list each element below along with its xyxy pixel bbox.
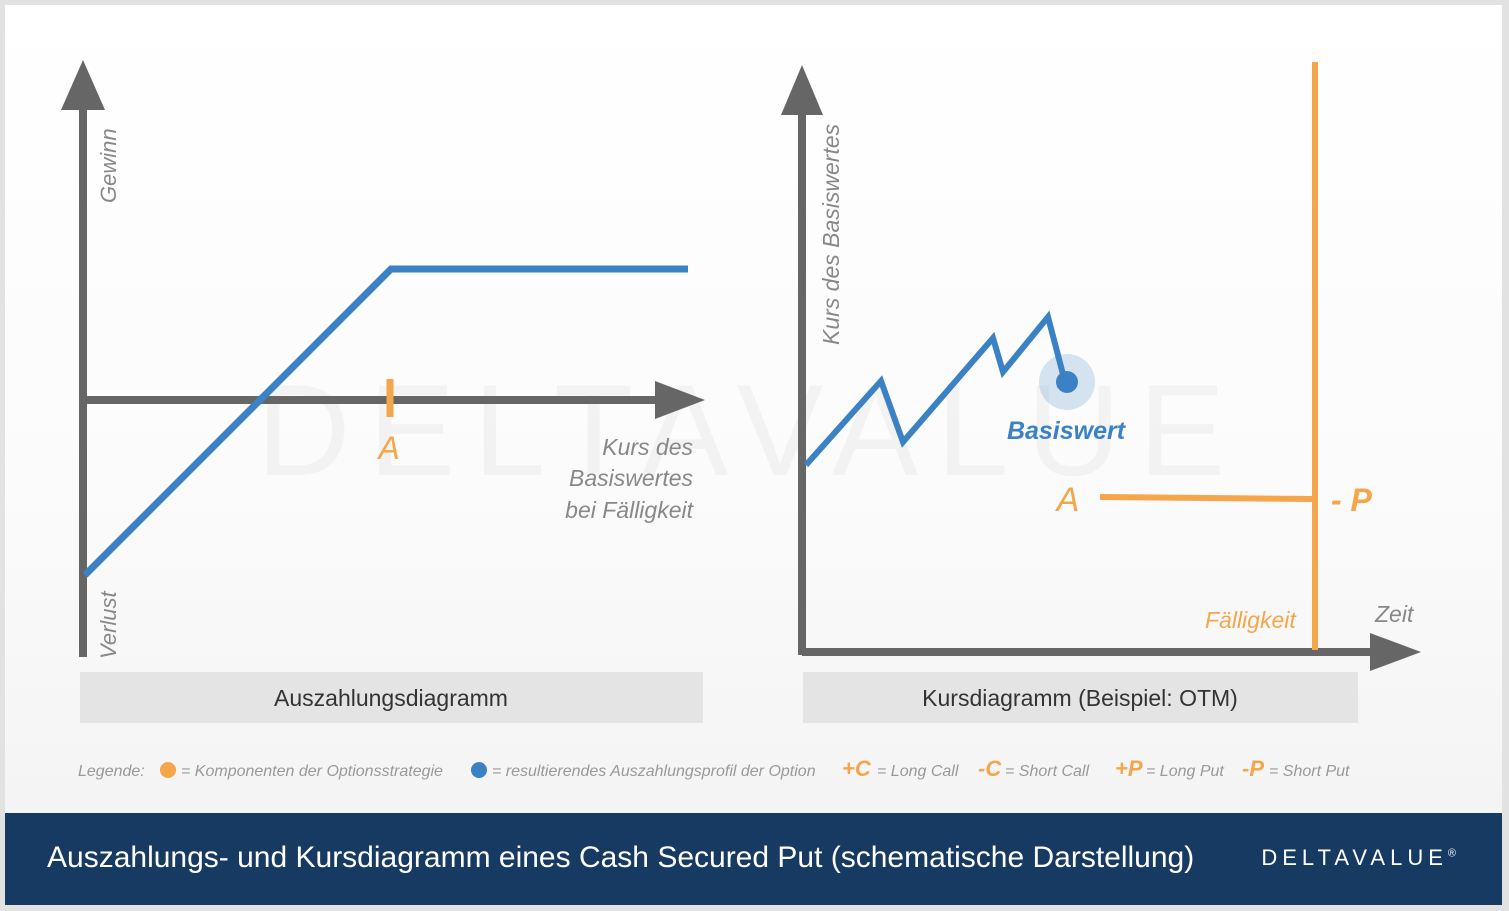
footer-title: Auszahlungs- und Kursdiagramm eines Cash… [47, 841, 1195, 874]
price-y-axis-arrow [781, 65, 823, 115]
legend-item-short-put: = Short Put [1269, 763, 1350, 780]
payoff-x-label-line-1: Kurs des [602, 434, 693, 460]
legend-item-profile: = resultierendes Auszahlungsprofil der O… [492, 763, 816, 780]
payoff-profile-line [82, 265, 688, 578]
underlying-marker [1056, 371, 1078, 393]
payoff-y-top-label: Gewinn [96, 128, 121, 203]
brand-logo: DELTAVALUE® [1261, 845, 1456, 871]
legend-item-short-call: = Short Call [1005, 763, 1089, 780]
price-x-axis-arrow [1370, 633, 1421, 671]
legend-item-long-put: = Long Put [1146, 763, 1224, 780]
legend-marker-short-put: -P [1242, 756, 1264, 781]
legend-marker-long-call: +C [842, 756, 872, 781]
price-x-label: Zeit [1374, 601, 1415, 627]
underlying-price-path [803, 310, 1068, 467]
legend-item-long-call: = Long Call [877, 763, 959, 780]
payoff-caption-bar [80, 672, 703, 723]
underlying-label: Basiswert [1007, 417, 1127, 445]
price-y-label: Kurs des Basiswertes [818, 123, 844, 345]
legend-item-components: = Komponenten der Optionsstrategie [181, 763, 443, 780]
expiry-label: Fälligkeit [1205, 607, 1297, 633]
payoff-diagram: Gewinn Verlust A Kurs des Basiswertes be… [61, 60, 705, 723]
payoff-strike-label: A [376, 430, 399, 466]
payoff-y-bottom-label: Verlust [96, 590, 121, 659]
strike-line [1099, 494, 1316, 502]
legend-marker-short-call: -C [978, 756, 1002, 781]
diagram-svg: DELTAVALUE Gewinn Verlust A Kurs des Bas… [61, 60, 1421, 781]
legend-blue-dot [471, 762, 487, 778]
payoff-x-axis-arrow [655, 381, 705, 419]
short-put-label: - P [1331, 482, 1373, 518]
strike-label: A [1055, 481, 1080, 519]
registered-mark-icon: ® [1447, 847, 1456, 860]
brand-logo-text: DELTAVALUE [1261, 845, 1448, 870]
price-diagram: Kurs des Basiswertes Zeit Fälligkeit A -… [781, 62, 1421, 723]
footer-bar: Auszahlungs- und Kursdiagramm eines Cash… [5, 813, 1502, 905]
payoff-x-label-line-3: bei Fälligkeit [565, 497, 694, 523]
legend: Legende: = Komponenten der Optionsstrate… [78, 756, 1350, 781]
payoff-x-label-line-2: Basiswertes [569, 465, 693, 491]
price-caption: Kursdiagramm (Beispiel: OTM) [922, 685, 1238, 711]
diagram-canvas: DELTAVALUE Gewinn Verlust A Kurs des Bas… [5, 5, 1502, 813]
legend-orange-dot [160, 762, 176, 778]
legend-title: Legende: [78, 763, 145, 780]
price-caption-bar [803, 672, 1358, 723]
legend-marker-long-put: +P [1115, 756, 1143, 781]
payoff-y-axis-arrow [61, 60, 105, 110]
payoff-caption: Auszahlungsdiagramm [274, 685, 508, 711]
